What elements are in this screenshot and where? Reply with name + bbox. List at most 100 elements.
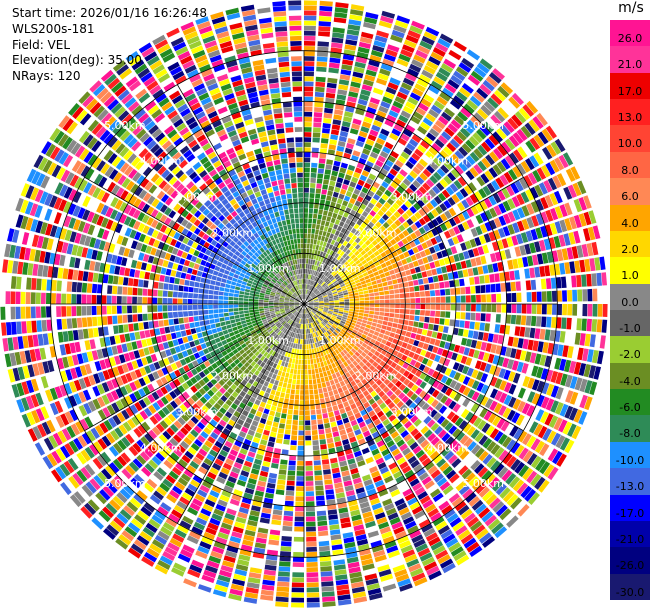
range-gate — [309, 285, 312, 291]
range-gate — [327, 267, 333, 273]
range-gate — [297, 455, 304, 461]
range-gate — [509, 476, 521, 489]
range-gate — [312, 244, 316, 250]
range-gate — [475, 225, 483, 236]
range-gate — [306, 248, 310, 254]
range-gate — [384, 295, 390, 299]
range-gate — [385, 299, 390, 304]
range-gate — [368, 358, 375, 365]
range-gate — [441, 333, 448, 341]
range-gate — [276, 484, 285, 490]
range-gate — [269, 410, 276, 417]
range-gate — [319, 550, 331, 557]
range-gate — [296, 466, 304, 471]
range-gate — [319, 204, 325, 210]
range-gate — [483, 121, 495, 133]
range-gate — [232, 326, 238, 332]
range-gate — [455, 354, 463, 363]
range-gate — [325, 489, 335, 495]
range-gate — [309, 304, 314, 306]
range-gate — [331, 467, 340, 474]
range-gate — [297, 440, 304, 446]
range-gate — [428, 323, 434, 331]
range-gate — [584, 258, 591, 272]
range-gate — [276, 386, 282, 392]
range-gate — [579, 333, 586, 346]
range-gate — [466, 219, 475, 229]
range-gate — [294, 394, 300, 400]
range-gate — [574, 260, 581, 273]
range-gate — [414, 83, 426, 93]
range-gate — [291, 363, 295, 369]
range-gate — [398, 232, 405, 240]
range-gate — [453, 327, 459, 336]
range-gate — [455, 91, 468, 102]
range-gate — [467, 249, 475, 258]
range-gate — [304, 96, 313, 102]
range-gate — [333, 114, 343, 121]
range-gate — [410, 268, 416, 275]
range-gate — [377, 172, 386, 180]
range-gate — [123, 324, 129, 333]
range-gate — [215, 322, 221, 328]
range-gate — [530, 473, 542, 487]
range-gate — [306, 546, 317, 552]
range-gate — [497, 85, 510, 98]
range-gate — [304, 46, 316, 51]
range-gate — [341, 259, 347, 265]
range-gate — [402, 325, 408, 331]
range-gate — [512, 166, 522, 178]
range-gate — [425, 60, 439, 71]
range-gate — [525, 230, 533, 242]
range-gate — [365, 345, 372, 351]
range-gate — [350, 322, 356, 326]
range-gate — [412, 180, 421, 189]
range-gate — [314, 304, 319, 306]
range-gate — [306, 516, 316, 522]
range-gate — [334, 307, 339, 310]
range-gate — [331, 270, 336, 276]
range-gate — [352, 273, 358, 279]
range-gate — [348, 311, 354, 314]
range-gate — [425, 239, 433, 248]
range-gate — [269, 378, 275, 384]
range-gate — [335, 182, 342, 188]
range-gate — [304, 253, 307, 259]
range-gate — [315, 490, 325, 496]
range-gate — [345, 339, 351, 344]
range-gate — [329, 139, 338, 146]
range-gate — [320, 220, 326, 226]
range-gate — [541, 316, 547, 328]
range-gate — [318, 16, 332, 22]
range-gate — [347, 202, 354, 209]
range-gate — [577, 347, 584, 361]
range-gate — [380, 63, 393, 72]
range-gate — [414, 285, 420, 292]
range-gate — [591, 241, 599, 256]
range-gate — [314, 198, 320, 204]
range-gate — [310, 177, 316, 183]
range-gate — [291, 430, 298, 436]
range-gate — [361, 259, 367, 265]
range-gate — [320, 138, 329, 144]
range-gate — [339, 130, 349, 138]
range-gate — [308, 269, 311, 275]
range-gate — [477, 331, 484, 341]
range-gate — [448, 49, 462, 61]
range-gate — [482, 244, 490, 254]
range-gate — [382, 356, 389, 363]
range-gate — [402, 44, 415, 53]
range-gate — [317, 235, 322, 241]
range-gate — [396, 173, 405, 181]
range-gate — [501, 187, 511, 199]
range-gate — [288, 460, 296, 466]
range-gate — [286, 480, 295, 486]
range-gate — [337, 140, 346, 147]
range-gate — [427, 344, 434, 352]
range-gate — [390, 361, 398, 369]
range-gate — [308, 305, 314, 307]
range-gate — [324, 305, 329, 307]
range-gate — [560, 373, 568, 386]
range-gate — [359, 300, 365, 304]
range-gate — [553, 190, 563, 204]
